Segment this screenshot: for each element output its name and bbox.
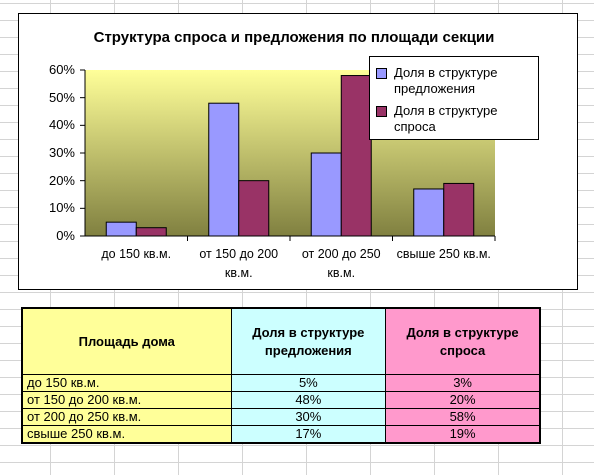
legend-label-supply: Доля в структуре предложения [394, 65, 498, 96]
bar-demand-2[interactable] [340, 75, 372, 237]
header-area[interactable]: Площадь дома [21, 307, 232, 375]
y-tick-label: 30% [48, 145, 75, 160]
bar-chart[interactable]: Структура спроса и предложения по площад… [18, 13, 578, 290]
y-tick-label: 20% [48, 172, 75, 188]
cell-area[interactable]: свыше 250 кв.м. [21, 425, 232, 444]
y-tick-label: 10% [48, 200, 75, 216]
legend-label-demand: Доля в структуре спроса [394, 103, 498, 134]
bar-demand-0[interactable] [135, 227, 167, 237]
legend-swatch-demand [376, 106, 387, 117]
bar-demand-1[interactable] [238, 180, 270, 237]
table-header-row: Площадь дома Доля в структуре предложени… [21, 307, 541, 375]
cell-demand[interactable]: 3% [385, 374, 541, 392]
cell-demand[interactable]: 58% [385, 408, 541, 426]
y-tick-label: 40% [48, 117, 75, 133]
bar-supply-0[interactable] [105, 221, 137, 237]
bar-demand-3[interactable] [443, 182, 475, 237]
cell-supply[interactable]: 5% [230, 374, 387, 392]
x-category-label: свыше 250 кв.м. [396, 247, 491, 261]
cell-demand[interactable]: 19% [385, 425, 541, 444]
cell-area[interactable]: до 150 кв.м. [21, 374, 232, 392]
plot-area-svg [80, 69, 496, 241]
chart-legend[interactable]: Доля в структуре предложения Доля в стру… [369, 56, 539, 140]
x-category-label: от 150 до 200 кв.м. [199, 247, 279, 280]
bar-supply-2[interactable] [310, 152, 342, 237]
header-demand-share[interactable]: Доля в структуре спроса [385, 307, 541, 375]
cell-area[interactable]: от 200 до 250 кв.м. [21, 408, 232, 426]
legend-item-demand: Доля в структуре спроса [376, 103, 524, 135]
header-supply-share[interactable]: Доля в структуре предложения [230, 307, 387, 375]
y-tick-label: 0% [56, 228, 75, 243]
table-row: до 150 кв.м. 5% 3% [21, 374, 541, 392]
x-category-label: до 150 кв.м. [101, 247, 172, 261]
y-tick-label: 50% [48, 89, 75, 105]
chart-title: Структура спроса и предложения по площад… [93, 29, 495, 46]
y-tick-label: 60% [48, 62, 75, 77]
bar-supply-1[interactable] [208, 102, 240, 237]
cell-area[interactable]: от 150 до 200 кв.м. [21, 391, 232, 409]
cell-supply[interactable]: 48% [230, 391, 387, 409]
cell-supply[interactable]: 30% [230, 408, 387, 426]
legend-item-supply: Доля в структуре предложения [376, 65, 524, 97]
bar-supply-3[interactable] [413, 188, 445, 237]
legend-swatch-supply [376, 68, 387, 79]
table-row: свыше 250 кв.м. 17% 19% [21, 425, 541, 444]
cell-supply[interactable]: 17% [230, 425, 387, 444]
cell-demand[interactable]: 20% [385, 391, 541, 409]
table-row: от 200 до 250 кв.м. 30% 58% [21, 408, 541, 426]
table-row: от 150 до 200 кв.м. 48% 20% [21, 391, 541, 409]
data-table: Площадь дома Доля в структуре предложени… [21, 307, 541, 444]
x-category-label: от 200 до 250 кв.м. [301, 247, 381, 280]
